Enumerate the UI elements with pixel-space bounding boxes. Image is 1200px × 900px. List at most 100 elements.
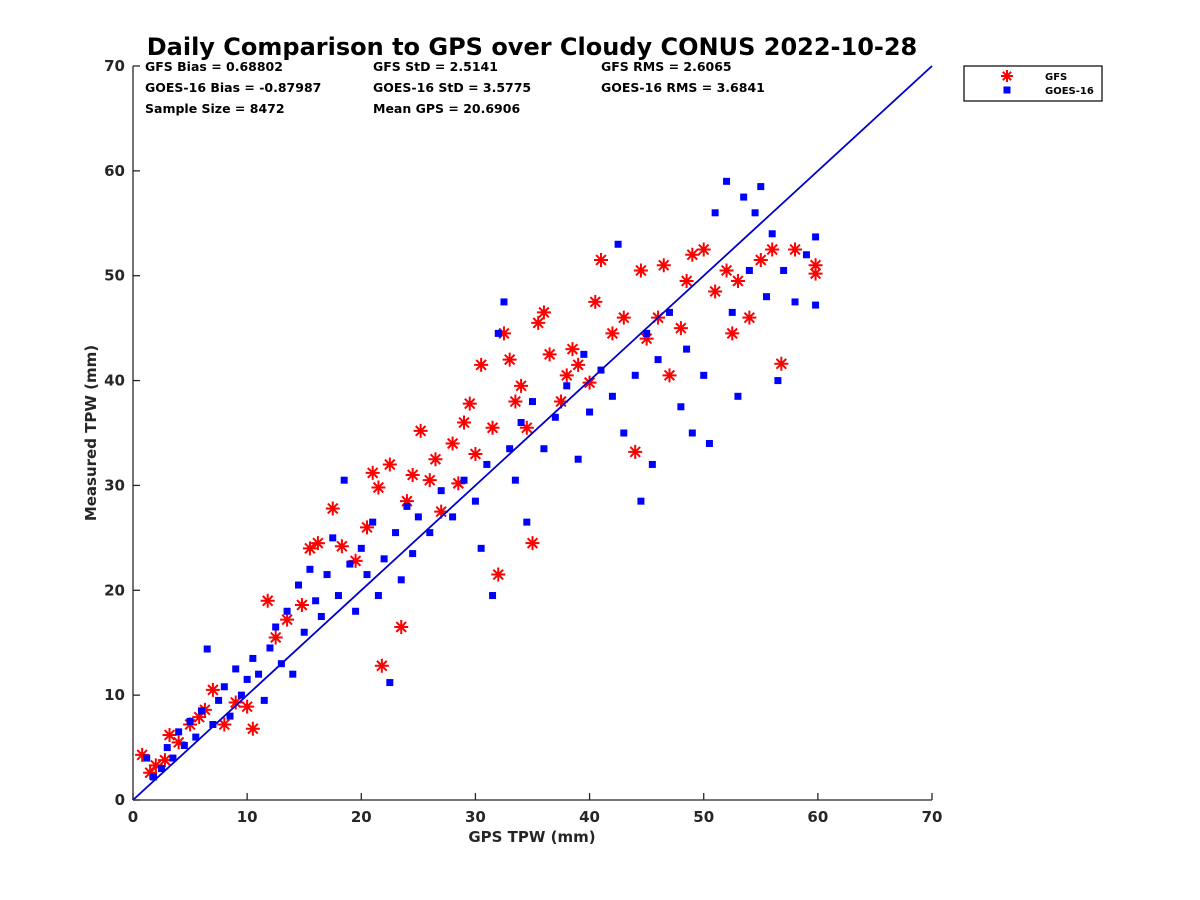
stats-annotations: GFS Bias = 0.68802 GFS StD = 2.5141 GFS RM…: [145, 59, 765, 116]
data-point: [477, 544, 485, 552]
data-point: [186, 717, 194, 725]
data-point: [143, 765, 158, 780]
data-point: [483, 460, 491, 468]
data-point: [588, 294, 603, 309]
data-point: [192, 710, 207, 725]
data-point: [648, 460, 656, 468]
data-point: [300, 628, 308, 636]
y-tick-label: 60: [104, 162, 125, 180]
data-point: [215, 696, 223, 704]
data-point: [403, 502, 411, 510]
data-point: [268, 630, 283, 645]
data-point: [217, 717, 232, 732]
data-point: [586, 408, 594, 416]
stat-text: Mean GPS = 20.6906: [373, 101, 520, 116]
data-point: [608, 392, 616, 400]
data-point: [525, 536, 540, 551]
data-point: [369, 518, 377, 526]
data-point: [491, 567, 506, 582]
y-tick-label: 30: [104, 476, 125, 494]
data-point: [289, 670, 297, 678]
data-point: [468, 446, 483, 461]
data-point: [812, 301, 820, 309]
data-point: [162, 727, 177, 742]
data-point: [445, 436, 460, 451]
data-point: [205, 682, 220, 697]
data-point: [175, 728, 183, 736]
stat-text: GOES-16 Bias = -0.87987: [145, 80, 321, 95]
data-point: [633, 263, 648, 278]
series-gfs: [135, 242, 823, 780]
data-point: [519, 420, 534, 435]
data-point: [774, 356, 789, 371]
data-point: [409, 550, 417, 558]
data-point: [334, 592, 342, 600]
plot-area: [132, 65, 933, 801]
data-point: [374, 658, 389, 673]
data-point: [554, 394, 569, 409]
one-to-one-line: [132, 65, 933, 801]
data-point: [580, 350, 588, 358]
data-point: [386, 679, 394, 687]
stat-text: GFS RMS = 2.6065: [601, 59, 732, 74]
data-point: [158, 765, 166, 773]
data-point: [808, 266, 823, 281]
data-point: [496, 326, 511, 341]
data-point: [397, 576, 405, 584]
data-point: [711, 209, 719, 217]
data-point: [614, 240, 622, 248]
data-point: [571, 357, 586, 372]
data-point: [163, 744, 171, 752]
data-point: [788, 242, 803, 257]
x-tick-label: 20: [351, 808, 372, 826]
data-point: [757, 183, 765, 191]
data-point: [768, 230, 776, 238]
data-point: [502, 352, 517, 367]
data-point: [135, 747, 150, 762]
data-point: [637, 497, 645, 505]
x-tick-label: 40: [579, 808, 600, 826]
data-point: [705, 439, 713, 447]
data-point: [302, 541, 317, 556]
data-point: [540, 445, 548, 453]
data-point: [394, 619, 409, 634]
y-tick-label: 40: [104, 372, 125, 390]
data-point: [260, 593, 275, 608]
x-axis-label: GPS TPW (mm): [468, 828, 595, 846]
data-point: [780, 266, 788, 274]
data-point: [380, 555, 388, 563]
legend-label-goes-16: GOES-16: [1045, 86, 1094, 97]
data-point: [605, 326, 620, 341]
data-point: [723, 177, 731, 185]
data-point: [485, 420, 500, 435]
data-point: [673, 321, 688, 336]
data-point: [500, 298, 508, 306]
data-point: [348, 553, 363, 568]
data-point: [774, 377, 782, 385]
data-point: [192, 733, 200, 741]
data-point: [150, 773, 158, 781]
data-point: [449, 513, 457, 521]
data-point: [593, 252, 608, 267]
y-tick-label: 20: [104, 581, 125, 599]
data-point: [143, 754, 151, 762]
data-point: [791, 298, 799, 306]
data-point: [243, 675, 251, 683]
legend-label-gfs: GFS: [1045, 72, 1067, 83]
data-point: [209, 721, 217, 729]
data-point: [169, 754, 177, 762]
data-point: [719, 263, 734, 278]
data-point: [226, 712, 234, 720]
data-point: [295, 581, 303, 589]
data-point: [765, 242, 780, 257]
data-point: [708, 284, 723, 299]
data-point: [462, 396, 477, 411]
data-point: [399, 494, 414, 509]
x-tick-label: 10: [237, 808, 258, 826]
data-point: [529, 398, 536, 406]
data-point: [171, 735, 186, 750]
data-point: [266, 644, 274, 652]
data-point: [531, 315, 546, 330]
data-point: [317, 613, 325, 620]
